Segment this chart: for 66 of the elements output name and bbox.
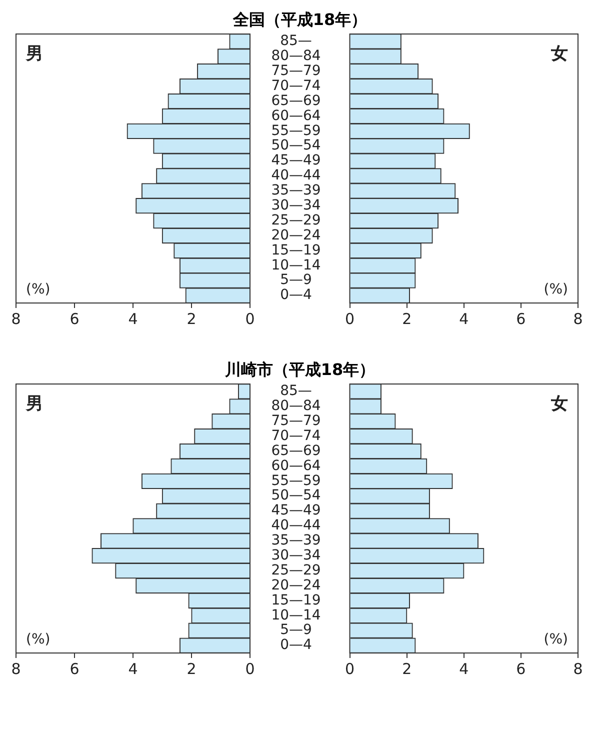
y-tick-label: 85— [280,33,312,50]
annotation: (%) [544,282,568,298]
x-tick-label: 2 [186,310,196,328]
annotation: 男 [25,394,43,414]
x-tick-label: 2 [402,660,412,678]
y-tick-label: 50—54 [271,138,321,154]
y-tick-label: 15—19 [271,592,321,608]
y-tick-label: 25—29 [271,562,321,578]
x-tick-label: 0 [245,310,255,328]
y-tick-label: 50—54 [271,488,321,504]
y-tick-label: 85— [280,383,312,400]
y-tick-label: 80—84 [271,398,321,414]
x-tick-label: 4 [459,660,469,678]
x-tick-label: 4 [459,310,469,328]
x-tick-label: 8 [11,310,21,328]
y-tick-label: 5—9 [280,622,312,638]
x-tick-label: 6 [70,310,80,328]
annotation: 女 [550,44,568,64]
annotation: 男 [25,44,43,64]
x-tick-label: 4 [128,660,138,678]
x-tick-label: 0 [245,660,255,678]
annotation: (%) [544,632,568,648]
y-tick-label: 0—4 [280,637,312,654]
y-tick-label: 0—4 [280,287,312,304]
x-tick-label: 4 [128,310,138,328]
y-tick-label: 70—74 [271,428,321,444]
y-tick-label: 35—39 [271,532,321,549]
text: 全国（平成18年） [232,9,368,31]
x-tick-label: 8 [573,660,583,678]
annotation: (%) [26,632,50,648]
text: 川崎市（平成18年） [224,359,376,381]
y-tick-label: 55—59 [271,472,321,489]
y-tick-label: 65—69 [271,442,321,459]
y-tick-label: 10—14 [271,257,321,274]
y-tick-label: 20—24 [271,577,321,594]
y-tick-label: 70—74 [271,78,321,94]
y-tick-label: 60—64 [271,108,321,124]
y-tick-label: 15—19 [271,242,321,258]
x-tick-label: 8 [11,660,21,678]
x-tick-label: 2 [402,310,412,328]
x-tick-label: 0 [345,310,355,328]
annotation: (%) [26,282,50,298]
x-tick-label: 6 [516,660,526,678]
x-tick-label: 6 [516,310,526,328]
y-tick-label: 75—79 [271,413,321,429]
y-tick-label: 5—9 [280,272,312,288]
x-tick-label: 6 [70,660,80,678]
y-tick-label: 20—24 [271,227,321,244]
y-tick-label: 40—44 [271,518,321,534]
y-tick-label: 45—49 [271,502,321,519]
y-tick-label: 30—34 [271,198,321,214]
y-tick-label: 55—59 [271,122,321,139]
x-tick-label: 0 [345,660,355,678]
x-tick-label: 2 [186,660,196,678]
y-tick-label: 80—84 [271,48,321,64]
y-tick-label: 45—49 [271,152,321,169]
x-tick-label: 8 [573,310,583,328]
y-tick-label: 35—39 [271,182,321,199]
y-tick-label: 40—44 [271,168,321,184]
annotation: 女 [550,394,568,414]
y-tick-label: 60—64 [271,458,321,474]
y-tick-label: 30—34 [271,548,321,564]
y-tick-label: 10—14 [271,607,321,624]
y-tick-label: 25—29 [271,212,321,228]
y-tick-label: 65—69 [271,92,321,109]
y-tick-label: 75—79 [271,63,321,79]
